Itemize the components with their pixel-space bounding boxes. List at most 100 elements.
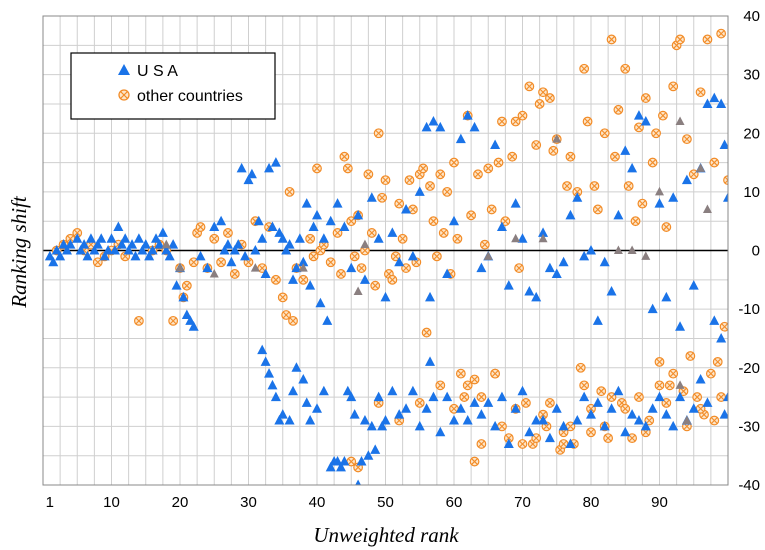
usa-point [565,209,576,220]
overlap-point [483,251,493,260]
other-countries-point [616,398,627,408]
other-countries-point [349,251,360,262]
usa-point [133,233,144,243]
other-countries-point [623,181,634,191]
usa-point [387,227,398,237]
other-countries-point [558,439,569,449]
other-countries-point [466,210,477,221]
usa-point [377,420,388,431]
other-countries-point [425,181,435,191]
other-countries-point [305,233,316,244]
usa-point [226,256,237,267]
usa-point [298,256,309,267]
other-countries-point [658,110,668,121]
overlap-point [511,233,521,243]
overlap-point [675,380,685,389]
other-countries-point [606,34,617,45]
other-countries-point [442,186,453,197]
usa-point [517,233,528,243]
other-countries-point [630,216,641,227]
usa-point [349,409,360,419]
x-axis-title: Unweighted rank [313,523,459,547]
other-countries-point [195,222,206,232]
x-tick-label: 40 [309,494,326,511]
usa-point [455,403,466,413]
usa-point [305,415,316,425]
other-countries-point [534,99,545,109]
usa-point [222,239,233,249]
usa-point [195,250,206,261]
overlap-point [298,263,308,272]
usa-point [44,250,55,261]
other-countries-point [685,351,696,361]
other-countries-point [380,175,391,186]
other-countries-point [168,315,179,326]
other-countries-point [133,315,144,326]
usa-point [288,274,299,284]
y-tick-label: 40 [743,8,760,25]
legend-other-marker [118,89,130,101]
other-countries-point [377,192,387,203]
x-tick-label: 20 [172,494,189,511]
other-countries-point [514,263,524,273]
usa-point [202,262,213,273]
usa-point [544,432,555,443]
other-countries-point [627,433,637,444]
other-countries-point [394,198,405,209]
other-countries-point [654,356,665,367]
usa-point [538,227,549,237]
usa-point [723,192,728,202]
usa-point [312,209,322,220]
usa-point [260,268,271,278]
usa-point [558,256,569,267]
other-countries-point [438,228,449,238]
other-countries-point [325,257,336,268]
other-countries-point [288,315,298,326]
usa-point [229,245,240,255]
usa-point [250,245,261,255]
usa-point [449,215,459,226]
usa-point [318,385,329,396]
usa-point [719,139,728,149]
other-countries-point [610,151,620,162]
usa-point [233,239,244,249]
overlap-point [655,186,664,196]
usa-point [435,121,446,132]
other-countries-point [712,356,723,367]
plot-border [42,15,729,486]
usa-point [702,397,713,407]
overlap-point [613,245,623,254]
other-countries-point [373,128,384,139]
usa-point [168,239,179,249]
usa-point [586,409,596,419]
y-tick-labels: 40 30 20 10 0 -10 -20 -30 -40 [738,8,760,494]
usa-point [103,245,114,255]
usa-point [421,403,432,413]
usa-point [312,403,322,413]
other-countries-point [421,327,432,338]
usa-point [370,444,381,454]
usa-point [613,385,624,396]
usa-point [469,121,480,132]
other-countries-point [613,104,624,115]
other-countries-point [668,81,679,92]
other-countries-point [363,169,374,180]
usa-point [130,250,141,261]
usa-point [264,162,275,173]
other-countries-point [188,257,199,268]
usa-point [373,233,384,243]
usa-point [647,403,658,413]
usa-point [586,245,596,255]
usa-point [253,215,264,226]
other-countries-point [342,163,353,174]
other-countries-point [462,380,473,391]
x-tick-label: 1 [46,494,54,511]
other-countries-point [346,456,357,467]
other-countries-point [370,280,381,291]
usa-point [274,227,285,237]
other-countries-point [469,456,480,467]
legend-box [70,52,276,120]
usa-point [120,233,131,243]
other-countries-point [209,233,220,244]
